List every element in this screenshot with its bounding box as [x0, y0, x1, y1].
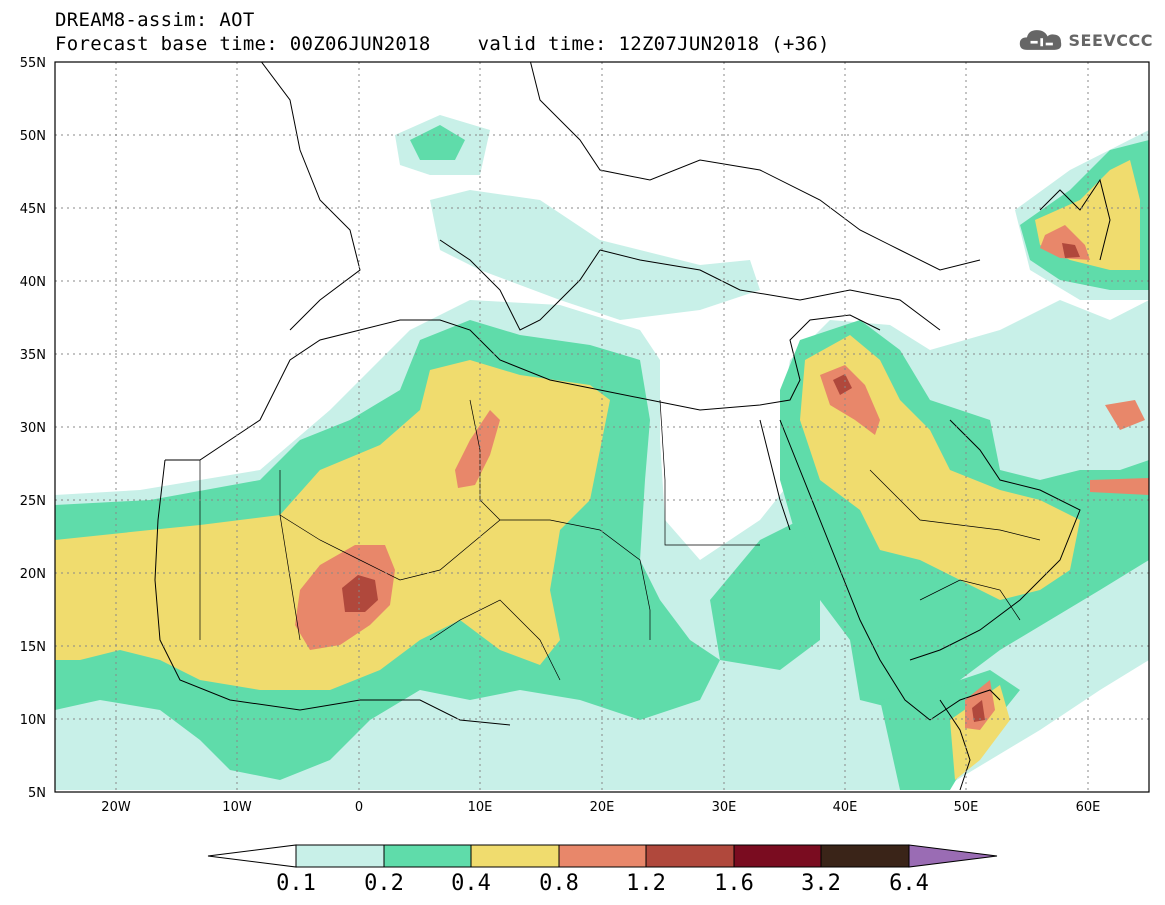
longitude-labels: 20W 10W 0 10E 20E 30E 40E 50E 60E: [101, 800, 1100, 815]
colorbar-swatch: [558, 844, 647, 868]
colorbar-swatch: [295, 844, 385, 868]
lon-label: 50E: [954, 800, 979, 815]
coastlines: [154, 62, 1111, 791]
colorbar-over-arrow: [908, 844, 998, 868]
colorbar-swatch: [645, 844, 735, 868]
lat-label: 30N: [20, 421, 46, 436]
logo-text: SEEVCCC: [1068, 30, 1153, 50]
gridlines: [55, 62, 1149, 792]
colorbar-under-arrow: [207, 844, 297, 868]
lon-label: 40E: [833, 800, 858, 815]
colorbar-label: 1.2: [626, 871, 666, 896]
lon-label: 20E: [590, 800, 615, 815]
lon-label: 0: [355, 800, 363, 815]
country-borders: [199, 399, 1041, 681]
colorbar-label: 3.2: [801, 871, 841, 896]
colorbar: [207, 844, 998, 868]
lat-label: 45N: [20, 202, 46, 217]
lat-label: 40N: [20, 275, 46, 290]
colorbar-label: 6.4: [889, 871, 929, 896]
lat-label: 5N: [28, 786, 46, 801]
lat-label: 10N: [20, 713, 46, 728]
map-title: DREAM8-assim: AOT: [55, 9, 255, 31]
colorbar-label: 0.1: [276, 871, 316, 896]
lat-label: 25N: [20, 494, 46, 509]
colorbar-label: 1.6: [714, 871, 754, 896]
lat-label: 35N: [20, 348, 46, 363]
map-frame: [54, 61, 1150, 793]
lat-label: 15N: [20, 640, 46, 655]
lon-label: 10E: [468, 800, 493, 815]
lon-label: 60E: [1076, 800, 1101, 815]
colorbar-label: 0.8: [539, 871, 579, 896]
colorbar-swatch: [383, 844, 472, 868]
lat-label: 50N: [20, 129, 46, 144]
lon-label: 10W: [222, 800, 252, 815]
colorbar-swatch: [820, 844, 910, 868]
lon-label: 30E: [712, 800, 737, 815]
colorbar-swatch: [733, 844, 822, 868]
latitude-labels: 55N 50N 45N 40N 35N 30N 25N 20N 15N 10N …: [20, 56, 46, 801]
colorbar-label: 0.4: [451, 871, 491, 896]
lon-label: 20W: [101, 800, 131, 815]
forecast-time-info: Forecast base time: 00Z06JUN2018 valid t…: [55, 33, 830, 55]
lat-label: 55N: [20, 56, 46, 71]
aot-fields: [55, 115, 1149, 790]
colorbar-swatch: [470, 844, 560, 868]
cloud-icon: [1019, 30, 1062, 50]
seevccc-logo: SEEVCCC: [1018, 22, 1153, 58]
colorbar-label: 0.2: [364, 871, 404, 896]
lat-label: 20N: [20, 567, 46, 582]
aot-band-1-2: [342, 243, 1080, 722]
